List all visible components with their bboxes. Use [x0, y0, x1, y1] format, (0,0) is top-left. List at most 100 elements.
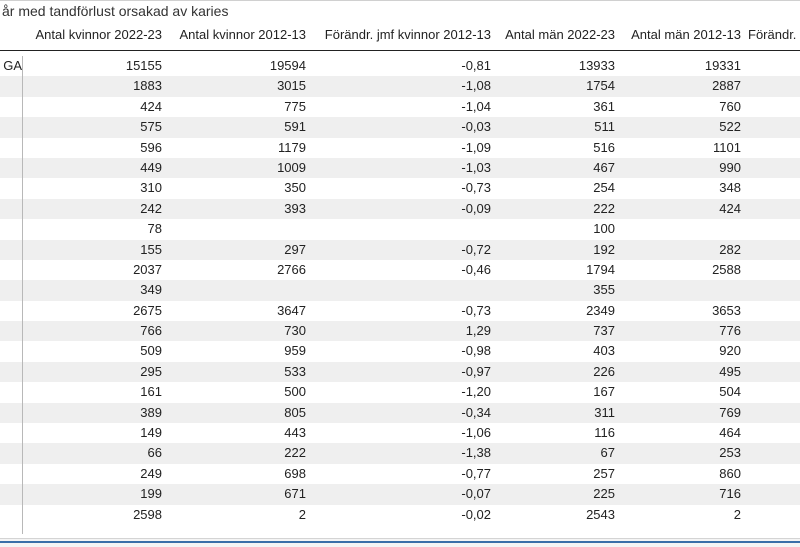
row-label [0, 138, 22, 158]
cell-antal-man-2022-23: 222 [593, 200, 615, 216]
cell-forandr-kvinnor: -0,46 [461, 261, 491, 277]
cell-antal-kvinnor-2022-23: 2037 [133, 261, 162, 277]
cell-antal-kvinnor-2022-23: 149 [140, 425, 162, 441]
cell-antal-man-2022-23: 467 [593, 159, 615, 175]
cell-antal-kvinnor-2012-13: 533 [284, 363, 306, 379]
table-row[interactable]: 155 297 -0,72 192 282 [0, 239, 800, 260]
cell-antal-kvinnor-2022-23: 295 [140, 363, 162, 379]
cell-antal-kvinnor-2022-23: 242 [140, 200, 162, 216]
cell-antal-kvinnor-2012-13: 443 [284, 425, 306, 441]
table-row[interactable]: 509 959 -0,98 403 920 [0, 341, 800, 361]
table-row[interactable]: 149 443 -1,06 116 464 [0, 423, 800, 443]
cell-antal-kvinnor-2022-23: 2675 [133, 302, 162, 318]
column-header-antal-kvinnor-2012-13[interactable]: Antal kvinnor 2012-13 [179, 27, 306, 42]
cell-antal-kvinnor-2012-13: 730 [284, 323, 306, 339]
cell-antal-man-2012-13: 2 [733, 506, 741, 522]
table-row[interactable]: 2037 2766 -0,46 1794 2588 [0, 260, 800, 280]
cell-forandr-kvinnor: -0,34 [461, 404, 491, 420]
row-label [0, 505, 22, 525]
cell-antal-kvinnor-2022-23: 424 [140, 98, 162, 114]
cell-antal-man-2012-13: 760 [719, 98, 741, 114]
table-row[interactable]: 78 100 [0, 219, 800, 239]
cell-antal-man-2012-13: 495 [719, 363, 741, 379]
table-row[interactable]: GA 15155 19594 -0,81 13933 19331 [0, 56, 800, 76]
cell-forandr-kvinnor: -1,08 [461, 78, 491, 94]
cell-antal-kvinnor-2012-13: 3015 [277, 78, 306, 94]
table-row[interactable]: 295 533 -0,97 226 495 [0, 361, 800, 383]
column-header-antal-man-2012-13[interactable]: Antal män 2012-13 [631, 27, 741, 42]
table-body: GA 15155 19594 -0,81 13933 19331 1883 3015 -1,08… [0, 56, 800, 525]
row-label [0, 117, 22, 137]
cell-antal-man-2022-23: 257 [593, 465, 615, 481]
table-row[interactable]: 310 350 -0,73 254 348 [0, 178, 800, 198]
cell-forandr-kvinnor: -1,06 [461, 425, 491, 441]
row-label [0, 240, 22, 260]
cell-forandr-kvinnor: -1,03 [461, 159, 491, 175]
cell-antal-man-2022-23: 116 [594, 425, 615, 441]
row-label [0, 301, 22, 321]
table-row[interactable]: 249 698 -0,77 257 860 [0, 464, 800, 484]
cell-antal-man-2012-13: 522 [719, 119, 741, 135]
column-header-forandr-kvinnor[interactable]: Förändr. jmf kvinnor 2012-13 [324, 27, 491, 42]
cell-antal-man-2022-23: 100 [593, 221, 615, 237]
cell-antal-man-2012-13: 348 [719, 180, 741, 196]
cell-antal-man-2022-23: 1754 [586, 78, 615, 94]
cell-antal-kvinnor-2022-23: 161 [140, 384, 162, 400]
table-row[interactable]: 575 591 -0,03 511 522 [0, 117, 800, 138]
cell-antal-man-2022-23: 2349 [586, 302, 615, 318]
table-row[interactable]: 66 222 -1,38 67 253 [0, 443, 800, 464]
cell-antal-man-2022-23: 225 [593, 486, 615, 502]
header-divider [0, 50, 800, 51]
row-label [0, 260, 22, 280]
table-row[interactable]: 596 1179 -1,09 516 1101 [0, 138, 800, 158]
row-label [0, 199, 22, 219]
cell-antal-man-2012-13: 464 [719, 425, 741, 441]
row-label [0, 403, 22, 423]
cell-forandr-kvinnor: -0,81 [461, 58, 491, 73]
column-header-antal-kvinnor-2022-23[interactable]: Antal kvinnor 2022-23 [35, 27, 162, 42]
cell-antal-man-2012-13: 990 [719, 159, 741, 175]
cell-antal-man-2022-23: 403 [593, 343, 615, 359]
table-row[interactable]: 199 671 -0,07 225 716 [0, 484, 800, 505]
cell-antal-man-2022-23: 311 [594, 404, 615, 420]
row-label [0, 280, 22, 300]
cell-antal-kvinnor-2012-13: 393 [284, 200, 306, 216]
cell-antal-kvinnor-2022-23: 310 [140, 180, 162, 196]
table-row[interactable]: 449 1009 -1,03 467 990 [0, 157, 800, 179]
bottom-accent-line [0, 541, 800, 543]
table-row[interactable]: 2598 2 -0,02 2543 2 [0, 505, 800, 525]
column-header-antal-man-2022-23[interactable]: Antal män 2022-23 [505, 27, 615, 42]
row-label [0, 382, 22, 402]
row-label [0, 362, 22, 382]
table-row[interactable]: 766 730 1,29 737 776 [0, 321, 800, 342]
table-row[interactable]: 349 355 [0, 280, 800, 301]
cell-forandr-kvinnor: -0,98 [461, 343, 491, 359]
cell-antal-kvinnor-2012-13: 3647 [277, 302, 306, 318]
table-row[interactable]: 2675 3647 -0,73 2349 3653 [0, 301, 800, 321]
table-row[interactable]: 424 775 -1,04 361 760 [0, 97, 800, 117]
cell-antal-man-2012-13: 860 [719, 465, 741, 481]
table-row[interactable]: 1883 3015 -1,08 1754 2887 [0, 76, 800, 97]
cell-antal-kvinnor-2012-13: 2766 [277, 261, 306, 277]
cell-antal-man-2012-13: 776 [719, 323, 741, 339]
table-row[interactable]: 389 805 -0,34 311 769 [0, 402, 800, 424]
cell-antal-kvinnor-2022-23: 349 [140, 282, 162, 298]
cell-antal-man-2012-13: 769 [719, 404, 741, 420]
row-label [0, 423, 22, 443]
column-header-forandr-man[interactable]: Förändr. [748, 27, 797, 42]
row-label [0, 464, 22, 484]
table-row[interactable]: 161 500 -1,20 167 504 [0, 382, 800, 402]
cell-antal-man-2012-13: 920 [719, 343, 741, 359]
table-row[interactable]: 242 393 -0,09 222 424 [0, 198, 800, 220]
row-label [0, 158, 22, 178]
row-label-divider [22, 56, 23, 534]
row-label [0, 97, 22, 117]
cell-antal-man-2022-23: 1794 [586, 261, 615, 277]
top-border [0, 0, 800, 1]
cell-antal-man-2022-23: 254 [593, 180, 615, 196]
cell-antal-kvinnor-2012-13: 1179 [278, 139, 306, 155]
cell-antal-kvinnor-2012-13: 671 [284, 486, 306, 502]
cell-antal-kvinnor-2012-13: 222 [284, 445, 306, 461]
cell-antal-kvinnor-2022-23: 575 [140, 119, 162, 135]
cell-antal-kvinnor-2022-23: 2598 [133, 506, 162, 522]
